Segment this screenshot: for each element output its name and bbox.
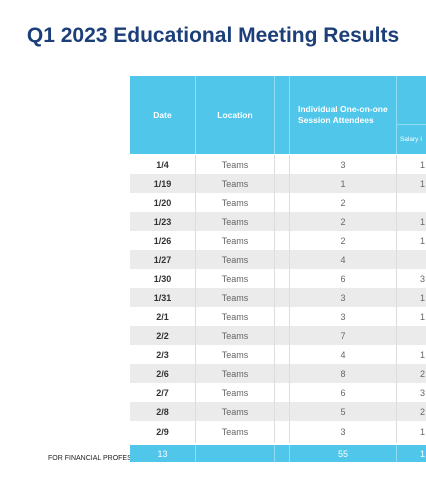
cell: 1: [397, 155, 426, 174]
cell: 1: [397, 307, 426, 326]
cell: Teams: [196, 155, 275, 174]
header-cell: [397, 76, 426, 124]
cell: 1: [397, 231, 426, 250]
cell: Teams: [196, 383, 275, 402]
cell: 2: [290, 212, 397, 231]
cell: 7: [290, 326, 397, 345]
cell: [275, 288, 290, 307]
cell: 3: [290, 288, 397, 307]
cell: Teams: [196, 212, 275, 231]
date-cell: 1/20: [130, 193, 196, 212]
total-cell: 55: [290, 445, 397, 462]
cell: 4: [290, 250, 397, 269]
cell: [397, 326, 426, 345]
date-cell: 1/27: [130, 250, 196, 269]
cell: 3: [397, 269, 426, 288]
cell: 6: [290, 269, 397, 288]
cell: 3: [397, 383, 426, 402]
date-cell: 1/26: [130, 231, 196, 250]
cell: 1: [397, 212, 426, 231]
cell: [275, 231, 290, 250]
date-cell: 2/1: [130, 307, 196, 326]
date-cell: 1/23: [130, 212, 196, 231]
cell: Teams: [196, 174, 275, 193]
date-cell: 2/9: [130, 421, 196, 443]
date-cell: 2/2: [130, 326, 196, 345]
cell: 5: [290, 402, 397, 421]
cell: [275, 269, 290, 288]
cell: [275, 250, 290, 269]
cell: [275, 383, 290, 402]
cell: [275, 421, 290, 443]
cell: 2: [290, 193, 397, 212]
header-cell: [275, 76, 290, 154]
cell: 1: [397, 288, 426, 307]
cell: [275, 402, 290, 421]
total-cell: [275, 445, 290, 462]
cell: [397, 250, 426, 269]
cell: Teams: [196, 288, 275, 307]
cell: Teams: [196, 269, 275, 288]
cell: [397, 193, 426, 212]
cell: [275, 193, 290, 212]
cell: Teams: [196, 250, 275, 269]
total-cell: 1: [397, 445, 426, 462]
header-cell: Location: [196, 76, 275, 154]
cell: 8: [290, 364, 397, 383]
cell: 1: [397, 345, 426, 364]
date-cell: 1/19: [130, 174, 196, 193]
cell: Teams: [196, 193, 275, 212]
cell: 3: [290, 307, 397, 326]
footer: FOR FINANCIAL PROFESS: [48, 455, 137, 462]
date-cell: 1/4: [130, 155, 196, 174]
date-cell: 1/31: [130, 288, 196, 307]
date-cell: 2/7: [130, 383, 196, 402]
cell: [275, 212, 290, 231]
cell: [275, 307, 290, 326]
header-cell: Salary I: [397, 124, 426, 154]
cell: [275, 345, 290, 364]
cell: Teams: [196, 231, 275, 250]
cell: 1: [397, 421, 426, 443]
cell: [275, 326, 290, 345]
date-cell: 2/3: [130, 345, 196, 364]
cell: 2: [397, 402, 426, 421]
cell: Teams: [196, 402, 275, 421]
cell: Teams: [196, 326, 275, 345]
cell: 1: [397, 174, 426, 193]
cell: 4: [290, 345, 397, 364]
cell: Teams: [196, 421, 275, 443]
date-cell: 2/8: [130, 402, 196, 421]
cell: [275, 174, 290, 193]
cell: 3: [290, 155, 397, 174]
cell: [275, 155, 290, 174]
cell: [275, 364, 290, 383]
title: Q1 2023 Educational Meeting Results: [26, 24, 400, 47]
cell: Teams: [196, 307, 275, 326]
date-cell: 2/6: [130, 364, 196, 383]
total-cell: 13: [130, 445, 196, 462]
total-cell: [196, 445, 275, 462]
cell: 1: [290, 174, 397, 193]
cell: Teams: [196, 364, 275, 383]
cell: 3: [290, 421, 397, 443]
cell: Teams: [196, 345, 275, 364]
cell: 6: [290, 383, 397, 402]
header-cell: Individual One-on-one Session Attendees: [290, 76, 397, 154]
cell: 2: [290, 231, 397, 250]
header-cell: Date: [130, 76, 196, 154]
date-cell: 1/30: [130, 269, 196, 288]
cell: 2: [397, 364, 426, 383]
